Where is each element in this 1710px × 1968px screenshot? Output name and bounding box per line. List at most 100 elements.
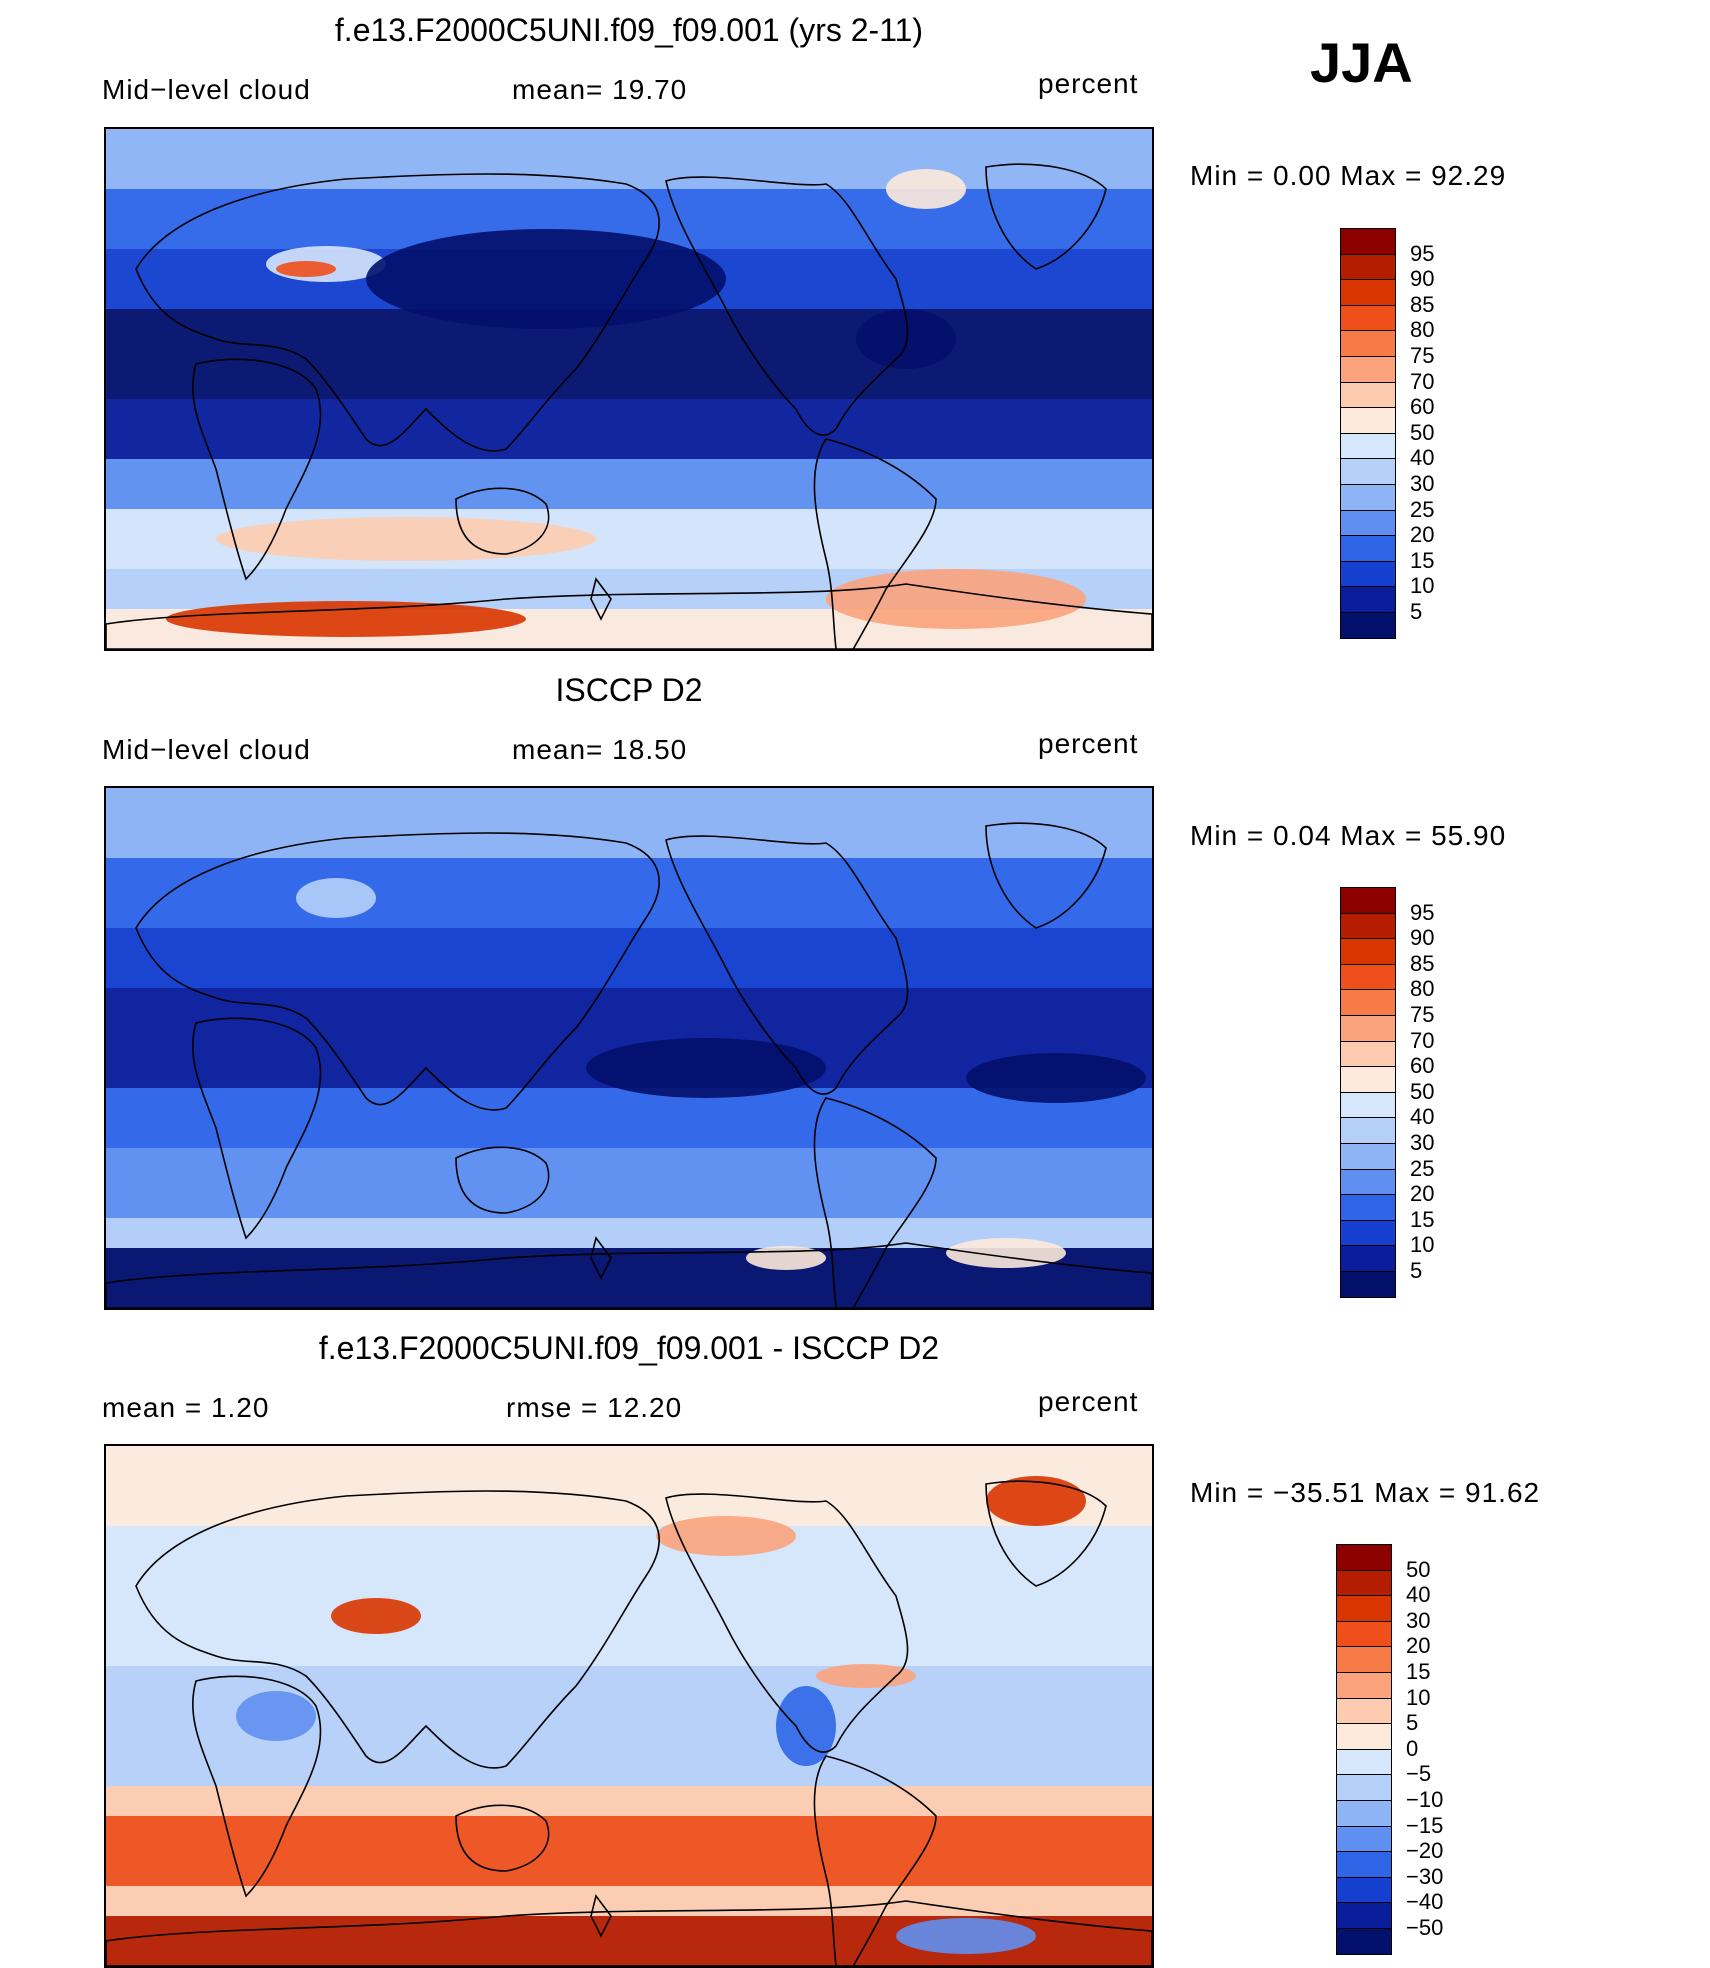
colorbar-swatch	[1336, 1595, 1392, 1622]
colorbar-label: −5	[1406, 1761, 1432, 1787]
colorbar-label: 25	[1410, 1155, 1435, 1181]
colorbar-label: 40	[1410, 1104, 1435, 1130]
panel-3-title: f.e13.F2000C5UNI.f09_f09.001 - ISCCP D2	[318, 1330, 940, 1366]
colorbar-label: 5	[1410, 1258, 1423, 1283]
colorbar-swatch	[1336, 1774, 1392, 1801]
colorbar-swatch	[1336, 1825, 1392, 1853]
colorbar-label: 30	[1410, 471, 1435, 496]
colorbar-swatch	[1340, 963, 1396, 991]
colorbar-swatch	[1336, 1876, 1392, 1904]
colorbar-swatch	[1340, 1219, 1396, 1247]
colorbar-swatch	[1336, 1544, 1392, 1571]
colorbar-label: 90	[1410, 266, 1435, 292]
colorbar-swatch	[1336, 1928, 1392, 1955]
colorbar-label: 20	[1406, 1633, 1431, 1659]
season-label: JJA	[1310, 31, 1413, 94]
colorbar-swatch	[1340, 407, 1396, 434]
colorbar-swatch	[1340, 330, 1396, 357]
panel-1-map	[104, 127, 1154, 651]
panel-2-variable-label: Mid−level cloud	[102, 734, 311, 765]
colorbar-label: 60	[1410, 1053, 1435, 1079]
colorbar-label: 75	[1410, 343, 1435, 368]
colorbar-label: 60	[1410, 394, 1435, 420]
panel-3-mean-label: mean = 1.20	[102, 1392, 270, 1423]
colorbar-label: 85	[1410, 950, 1435, 976]
panel-1-units-label: percent	[1038, 68, 1139, 99]
colorbar-swatch	[1340, 1271, 1396, 1298]
panel-2-mean-label: mean= 18.50	[512, 734, 688, 765]
colorbar-label: 5	[1410, 599, 1423, 624]
colorbar-swatch	[1336, 1569, 1392, 1597]
panel-3-map	[104, 1444, 1154, 1968]
colorbar-label: 0	[1406, 1735, 1419, 1761]
colorbar-swatch	[1340, 432, 1396, 460]
colorbar-label: 30	[1406, 1607, 1431, 1633]
colorbar-swatch	[1340, 586, 1396, 613]
colorbar-swatch	[1340, 612, 1396, 639]
colorbar-swatch	[1340, 1091, 1396, 1119]
colorbar-label: −50	[1406, 1915, 1444, 1940]
panel-1-title: f.e13.F2000C5UNI.f09_f09.001 (yrs 2-11)	[334, 12, 924, 48]
colorbar-label: −20	[1406, 1838, 1444, 1864]
panel-3-rmse-label: rmse = 12.20	[506, 1392, 683, 1423]
colorbar-swatch	[1340, 912, 1396, 940]
colorbar-label: 10	[1410, 573, 1435, 599]
panel-1-min-max: Min = 0.00 Max = 92.29	[1190, 160, 1507, 191]
colorbar-label: 40	[1410, 445, 1435, 471]
panel-1-mean-label: mean= 19.70	[512, 74, 688, 105]
panel-1-variable-label: Mid−level cloud	[102, 74, 311, 105]
colorbar-label: 10	[1410, 1232, 1435, 1258]
colorbar-label: 95	[1410, 240, 1435, 266]
colorbar-swatch	[1340, 1015, 1396, 1042]
colorbar-swatch	[1340, 560, 1396, 588]
colorbar-swatch	[1340, 1194, 1396, 1221]
colorbar-swatch	[1340, 253, 1396, 281]
colorbar-swatch	[1340, 1245, 1396, 1272]
colorbar-swatch	[1336, 1697, 1392, 1725]
colorbar-label: 70	[1410, 1027, 1435, 1053]
colorbar-label: 5	[1406, 1710, 1419, 1736]
colorbar-label: 90	[1410, 925, 1435, 951]
colorbar-label: 20	[1410, 522, 1435, 548]
colorbar-swatch	[1340, 989, 1396, 1016]
colorbar-swatch	[1336, 1723, 1392, 1750]
colorbar-label: 25	[1410, 496, 1435, 522]
panel-2-min-max: Min = 0.04 Max = 55.90	[1190, 820, 1507, 851]
colorbar-label: 80	[1410, 976, 1435, 1002]
colorbar-label: 50	[1410, 1078, 1435, 1104]
colorbar-swatch	[1340, 509, 1396, 537]
colorbar-label: 80	[1410, 317, 1435, 343]
colorbar-label: 75	[1410, 1002, 1435, 1027]
panel-2-map-field	[106, 788, 1152, 1308]
colorbar-swatch	[1340, 938, 1396, 965]
colorbar-swatch	[1340, 1066, 1396, 1093]
colorbar-swatch	[1336, 1851, 1392, 1878]
panel-3-min-max: Min = −35.51 Max = 91.62	[1190, 1477, 1541, 1508]
colorbar-label: 95	[1410, 899, 1435, 925]
colorbar-swatch	[1336, 1646, 1392, 1673]
colorbar-label: 15	[1410, 547, 1435, 573]
colorbar-swatch	[1336, 1672, 1392, 1699]
panel-2-title: ISCCP D2	[555, 672, 703, 708]
colorbar-label: −40	[1406, 1889, 1444, 1915]
colorbar-swatch	[1340, 228, 1396, 255]
colorbar-label: 50	[1410, 419, 1435, 445]
panel-1-map-field	[106, 129, 1152, 649]
colorbar-label: 40	[1406, 1582, 1431, 1608]
colorbar-label: 15	[1410, 1206, 1435, 1232]
colorbar-label: 15	[1406, 1659, 1431, 1684]
colorbar-swatch	[1340, 381, 1396, 409]
colorbar-swatch	[1340, 1040, 1396, 1068]
colorbar-swatch	[1340, 535, 1396, 562]
colorbar-label: 50	[1406, 1556, 1431, 1582]
colorbar-label: −30	[1406, 1863, 1444, 1889]
colorbar-label: −10	[1406, 1787, 1444, 1812]
colorbar-label: 10	[1406, 1684, 1431, 1710]
colorbar-swatch	[1340, 1168, 1396, 1196]
colorbar-swatch	[1336, 1902, 1392, 1929]
panel-3-map-field	[106, 1446, 1152, 1966]
colorbar-swatch	[1340, 1117, 1396, 1144]
colorbar-swatch	[1340, 356, 1396, 383]
colorbar-swatch	[1340, 304, 1396, 332]
colorbar-label: 30	[1410, 1130, 1435, 1155]
